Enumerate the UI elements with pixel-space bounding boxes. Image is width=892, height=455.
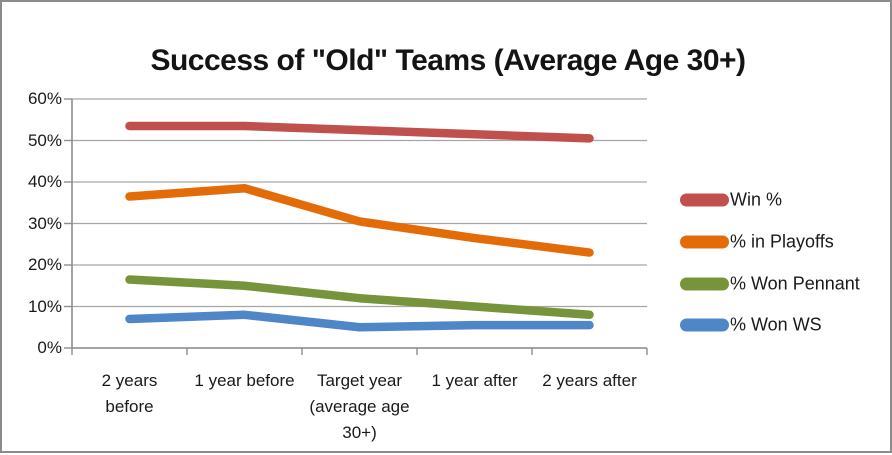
y-axis-tick-label: 50% <box>27 130 62 150</box>
y-axis-tick-label: 60% <box>27 89 62 108</box>
legend-label: Win % <box>730 189 783 210</box>
legend-swatch-icon <box>680 277 729 291</box>
legend-item: % Won Pennant <box>680 274 860 295</box>
chart-title: Success of "Old" Teams (Average Age 30+) <box>150 44 746 78</box>
x-axis-label: 1 year after <box>431 371 518 390</box>
y-axis-tick-label: 20% <box>27 255 62 274</box>
x-axis-label: Target year (average age 30+) <box>309 371 410 442</box>
y-axis-tick-label: 30% <box>27 213 62 233</box>
legend-label: % Won WS <box>730 314 822 335</box>
legend-item: % in Playoffs <box>680 232 834 253</box>
y-axis-tick-label: 10% <box>27 296 62 316</box>
legend-item: Win % <box>680 190 782 211</box>
legend-item: % Won WS <box>680 315 822 336</box>
x-axis-label: 1 year before <box>194 371 295 390</box>
legend-swatch-icon <box>680 318 729 332</box>
x-axis-label: 2 years before <box>101 371 158 416</box>
series-line-win <box>125 121 594 143</box>
legend-label: % Won Pennant <box>730 273 860 294</box>
legend-swatch-icon <box>680 193 729 207</box>
y-axis-tick-label: 0% <box>37 338 62 357</box>
legend-swatch-icon <box>680 235 729 249</box>
y-axis-tick-label: 40% <box>27 172 62 191</box>
legend: Win % % in Playoffs % Won Pennant % Won WS <box>680 2 890 455</box>
legend-label: % in Playoffs <box>730 231 834 252</box>
series-line-won-pennant <box>125 275 594 320</box>
series-line-in-playoffs <box>125 183 594 257</box>
series-line-won-ws <box>125 310 594 332</box>
x-axis-label: 2 years after <box>542 371 637 390</box>
